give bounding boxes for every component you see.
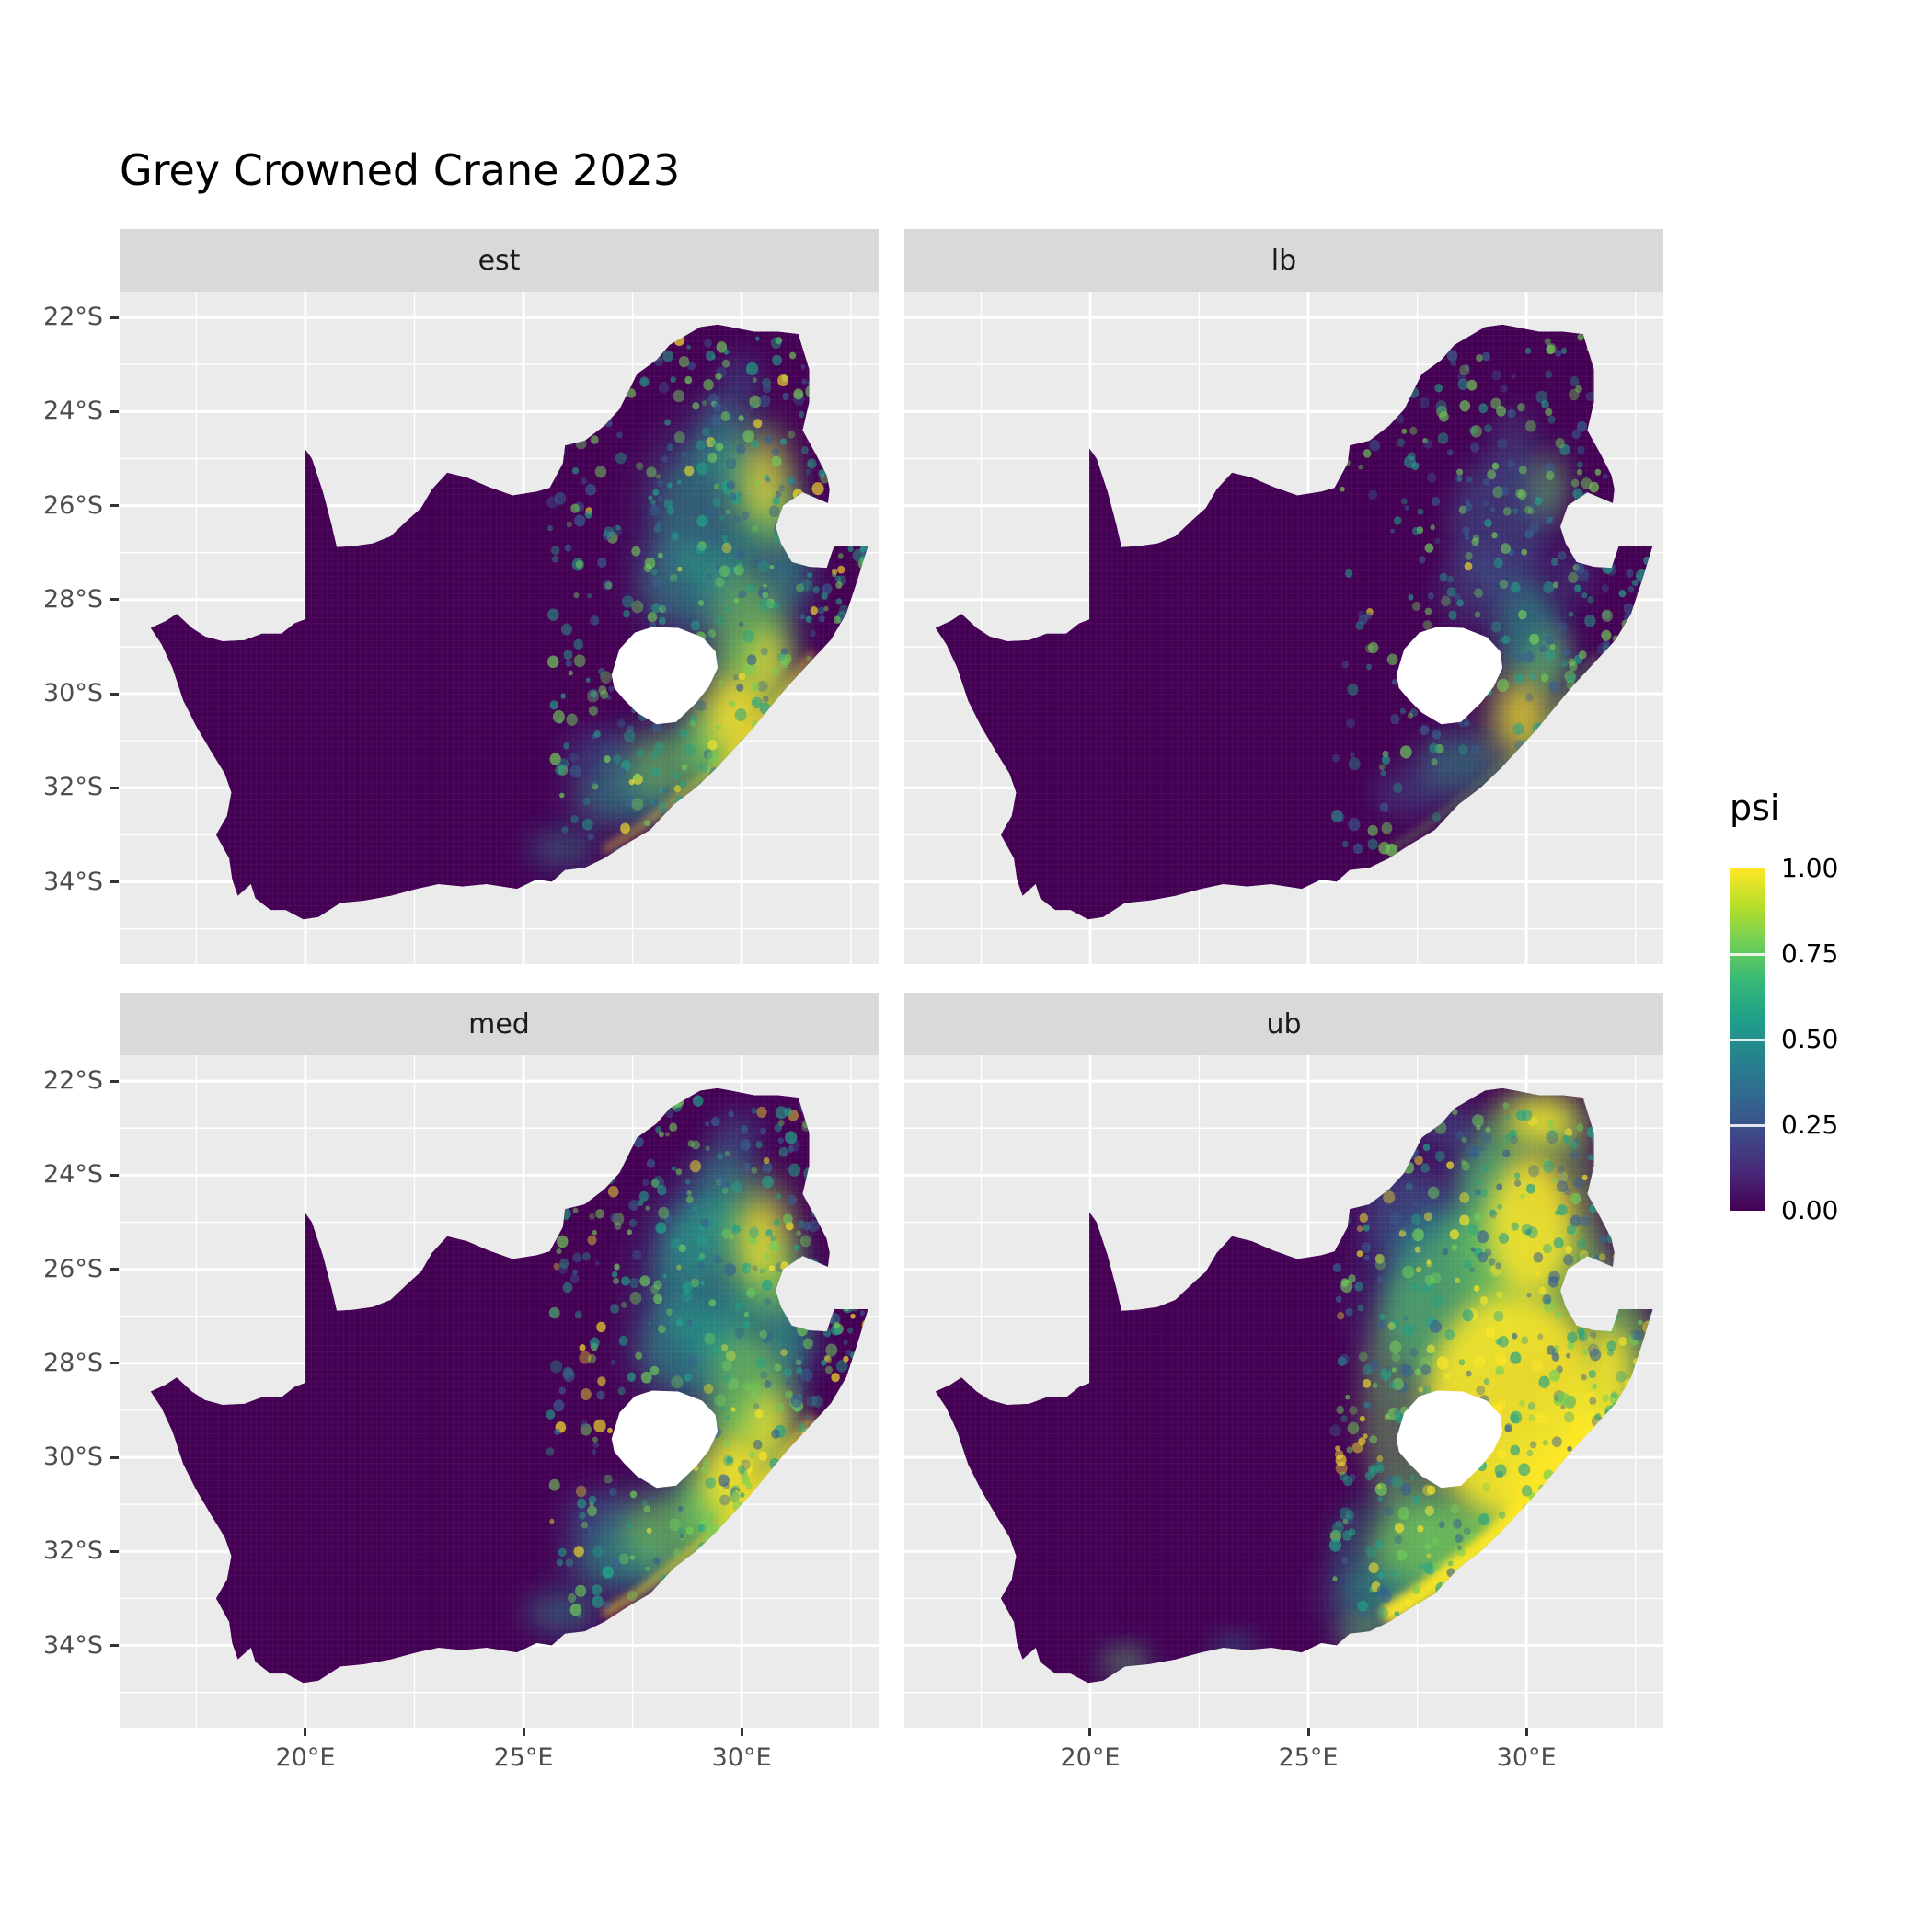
legend-label: 1.00 (1781, 853, 1839, 883)
y-tick-label: 28°S (43, 584, 103, 614)
colorbar-tick (1730, 1123, 1765, 1127)
facet-med: med (120, 993, 879, 1728)
colorbar-tick (1730, 1038, 1765, 1041)
y-tick-label: 26°S (43, 1254, 103, 1283)
y-tick-mark (110, 598, 119, 602)
x-tick-mark (522, 1728, 525, 1736)
facet-strip-label: est (477, 244, 521, 277)
y-tick-label: 24°S (43, 1160, 103, 1190)
y-tick-mark (110, 880, 119, 884)
y-tick-label: 26°S (43, 490, 103, 520)
facet-strip-label: med (468, 1007, 530, 1041)
x-tick-label: 25°E (493, 1743, 554, 1772)
map-est (120, 292, 879, 964)
x-tick-mark (304, 1728, 307, 1736)
facet-panel-med (120, 1055, 879, 1728)
x-tick-label: 25°E (1278, 1743, 1339, 1772)
y-tick-label: 32°S (43, 773, 103, 802)
map-med (120, 1055, 879, 1728)
y-tick-label: 34°S (43, 1630, 103, 1660)
facet-ub: ub (904, 993, 1663, 1728)
plot-title: Grey Crowned Crane 2023 (120, 145, 681, 195)
x-tick-label: 20°E (1060, 1743, 1121, 1772)
y-tick-label: 32°S (43, 1536, 103, 1566)
legend-colorbar (1730, 868, 1765, 1211)
y-tick-mark (110, 316, 119, 319)
x-tick-mark (1524, 1728, 1528, 1736)
x-tick-label: 30°E (711, 1743, 772, 1772)
y-tick-label: 34°S (43, 867, 103, 896)
facet-panel-est (120, 292, 879, 964)
x-tick-mark (740, 1728, 743, 1736)
y-tick-mark (110, 1268, 119, 1271)
map-ub (904, 1055, 1663, 1728)
y-tick-mark (110, 786, 119, 789)
facet-strip-ub: ub (904, 993, 1663, 1055)
legend-label: 0.00 (1781, 1195, 1839, 1225)
facet-strip-label: lb (1271, 244, 1297, 277)
y-tick-mark (110, 1362, 119, 1365)
y-tick-mark (110, 504, 119, 508)
legend-label: 0.25 (1781, 1110, 1839, 1140)
map-lb (904, 292, 1663, 964)
facet-est: est (120, 229, 879, 964)
y-tick-mark (110, 1173, 119, 1177)
y-tick-label: 24°S (43, 397, 103, 426)
x-tick-mark (1306, 1728, 1310, 1736)
facet-strip-est: est (120, 229, 879, 292)
facet-strip-med: med (120, 993, 879, 1055)
colorbar-tick (1730, 952, 1765, 956)
y-tick-label: 28°S (43, 1348, 103, 1377)
facet-panel-ub (904, 1055, 1663, 1728)
legend-label: 0.50 (1781, 1024, 1839, 1054)
y-tick-label: 22°S (43, 1066, 103, 1096)
y-tick-label: 30°S (43, 1443, 103, 1472)
x-tick-label: 20°E (275, 1743, 336, 1772)
y-tick-label: 30°S (43, 679, 103, 708)
y-tick-mark (110, 1455, 119, 1459)
legend-label: 0.75 (1781, 938, 1839, 969)
facet-panel-lb (904, 292, 1663, 964)
y-tick-mark (110, 692, 119, 696)
y-tick-mark (110, 1549, 119, 1553)
facet-strip-lb: lb (904, 229, 1663, 292)
x-tick-mark (1088, 1728, 1092, 1736)
legend: psi 1.00 0.75 0.50 0.25 0.00 (1728, 788, 1932, 1266)
y-tick-mark (110, 1079, 119, 1083)
x-tick-label: 30°E (1496, 1743, 1557, 1772)
facet-strip-label: ub (1266, 1007, 1302, 1041)
legend-title: psi (1730, 788, 1780, 828)
y-tick-mark (110, 409, 119, 413)
y-tick-label: 22°S (43, 303, 103, 332)
facet-lb: lb (904, 229, 1663, 964)
y-tick-mark (110, 1644, 119, 1648)
